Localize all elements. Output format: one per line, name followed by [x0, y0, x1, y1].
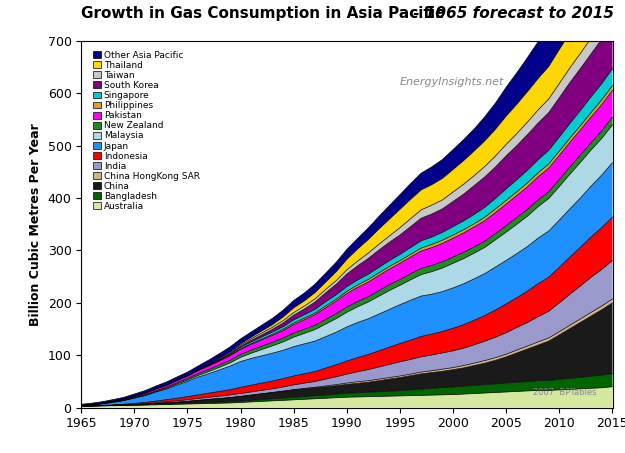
Text: EnergyInsights.net: EnergyInsights.net	[400, 77, 504, 87]
Text: - 1965 forecast to 2015: - 1965 forecast to 2015	[408, 5, 614, 20]
Legend: Other Asia Pacific, Thailand, Taiwan, South Korea, Singapore, Philippines, Pakis: Other Asia Pacific, Thailand, Taiwan, So…	[91, 49, 201, 213]
Text: Growth in Gas Consumption in Asia Pacific: Growth in Gas Consumption in Asia Pacifi…	[81, 5, 444, 20]
Y-axis label: Billion Cubic Metres Per Year: Billion Cubic Metres Per Year	[29, 123, 42, 326]
Text: 2007  BPTables: 2007 BPTables	[533, 388, 596, 397]
